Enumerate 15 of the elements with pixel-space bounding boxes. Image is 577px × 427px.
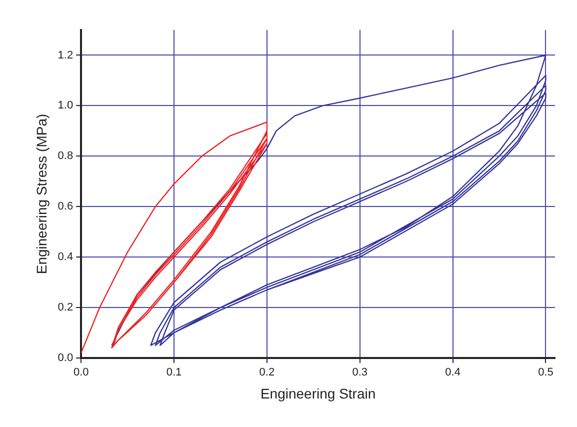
y-tick-label: 0.6 (58, 200, 74, 213)
y-tick-label: 0.4 (58, 251, 74, 264)
x-tick-label: 0.4 (445, 366, 460, 379)
y-tick-label: 1.0 (58, 100, 74, 112)
x-tick-label: 0.5 (538, 366, 554, 379)
x-tick-label: 0.0 (73, 366, 89, 379)
x-tick-label: 0.1 (166, 366, 182, 379)
y-tick-label: 0.8 (58, 150, 74, 162)
y-tick-label: 1.2 (58, 49, 74, 62)
x-tick-label: 0.2 (259, 366, 275, 379)
x-axis-title: Engineering Strain (260, 385, 376, 402)
y-tick-label: 0.2 (58, 302, 74, 314)
x-tick-label: 0.3 (352, 366, 368, 379)
y-tick-label: 0.0 (58, 352, 74, 364)
y-axis-title: Engineering Stress (MPa) (33, 114, 50, 274)
